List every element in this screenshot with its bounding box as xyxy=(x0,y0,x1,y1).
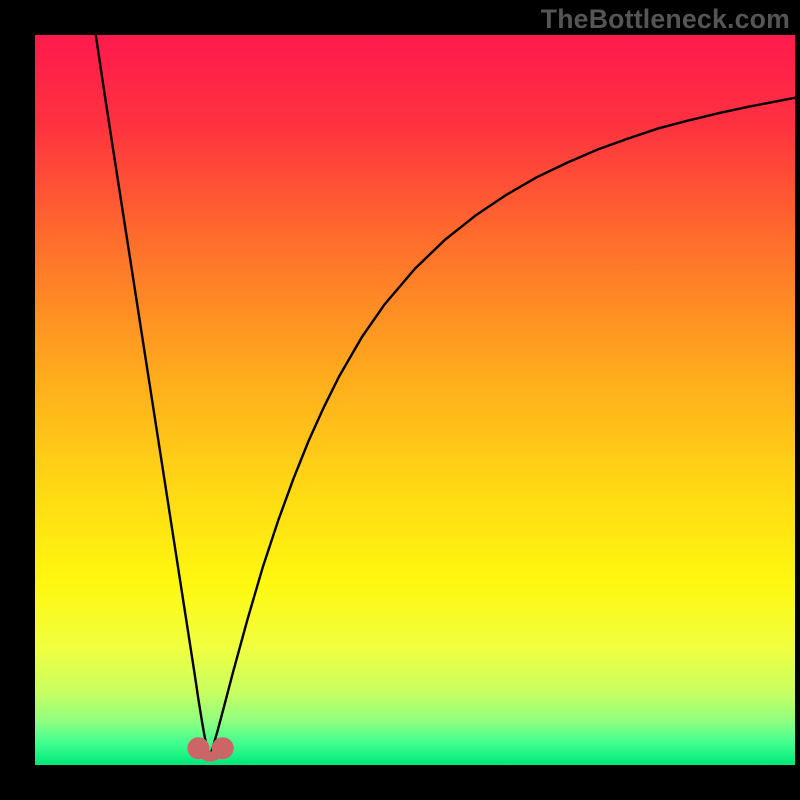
watermark-text: TheBottleneck.com xyxy=(541,4,790,35)
marker-dot-2 xyxy=(212,737,234,759)
plot-area xyxy=(35,35,795,765)
chart-frame: TheBottleneck.com xyxy=(0,0,800,800)
plot-svg xyxy=(35,35,795,765)
gradient-background xyxy=(35,35,795,765)
marker-dot-1 xyxy=(187,737,209,759)
